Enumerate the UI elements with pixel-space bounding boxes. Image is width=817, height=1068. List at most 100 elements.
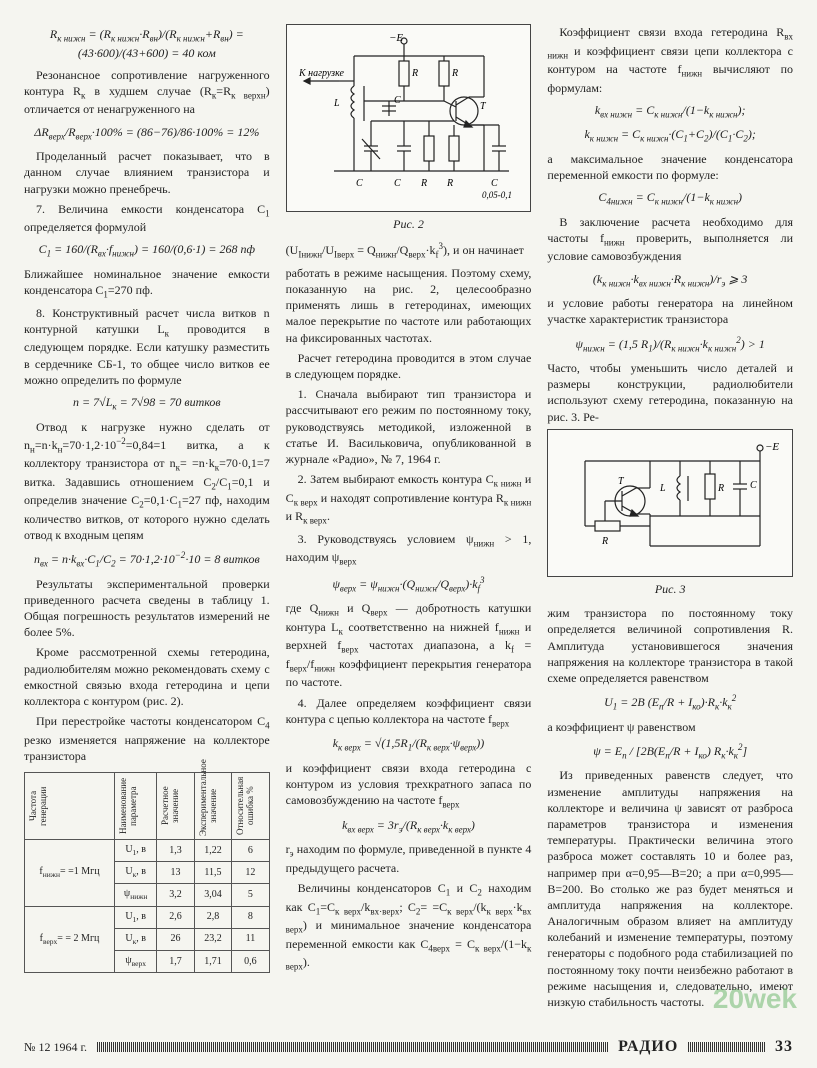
cell: 5 bbox=[232, 884, 269, 906]
footer-bar-right bbox=[688, 1042, 765, 1052]
c3-p1: Коэффициент связи входа гетеродина Rвх н… bbox=[547, 24, 793, 96]
cell: U1, в bbox=[115, 906, 157, 928]
c1-p3: 7. Величина емкости конденсатора C1 опре… bbox=[24, 201, 270, 236]
eq-deltaR: ΔRверх/Rверх·100% = (86−76)/86·100% = 12… bbox=[24, 124, 270, 143]
cell: U1, в bbox=[115, 840, 157, 862]
cell: 1,22 bbox=[194, 840, 231, 862]
fig3-caption: Рис. 3 bbox=[547, 581, 793, 597]
fig2-c3: C3 bbox=[491, 178, 498, 189]
footer-page: 33 bbox=[775, 1036, 793, 1058]
eq-psiverh: ψверх = ψнижн·(Qнижн/Qверх)·kf3 bbox=[286, 574, 532, 595]
c3-p6: жим транзистора по постоянному току опре… bbox=[547, 605, 793, 686]
fig2-r2: R2 bbox=[446, 178, 453, 189]
cell: 23,2 bbox=[194, 928, 231, 950]
circuit-2-svg: −Eп К нагрузке R4 R3 Lк C2 T C4 C1 R1 R2… bbox=[294, 31, 524, 201]
page-footer: № 12 1964 г. РАДИО 33 bbox=[24, 1030, 793, 1058]
cell: 8 bbox=[232, 906, 269, 928]
eq-u1: U1 = 2B (Eп/R + Iко)·Rк·kк2 bbox=[547, 692, 793, 713]
th-param: Наименование параметра bbox=[119, 776, 139, 836]
fig3-top: −Eп bbox=[765, 441, 779, 453]
c3-p8: Из приведенных равенств следует, что изм… bbox=[547, 767, 793, 1010]
c2-p1: работать в режиме насыщения. Поэтому схе… bbox=[286, 265, 532, 346]
cell: Uк, в bbox=[115, 862, 157, 884]
th-err: Относительная ошибка % bbox=[236, 776, 256, 836]
footer-bar-left bbox=[97, 1042, 608, 1052]
cell: 13 bbox=[157, 862, 194, 884]
cell: 1,71 bbox=[194, 950, 231, 972]
fig2-top: −Eп bbox=[389, 32, 403, 44]
eq-rknijn: Rк нижн = (Rк нижн·Rвн)/(Rк нижн+Rвн) = … bbox=[24, 26, 270, 61]
column-3: Коэффициент связи входа гетеродина Rвх н… bbox=[547, 20, 793, 1014]
fig3-t: T bbox=[618, 476, 625, 487]
c1-p4: Ближайшее номинальное значение емкости к… bbox=[24, 266, 270, 301]
eq-kvhnijn: kвх нижн = Cк нижн/(1−kк нижн); bbox=[547, 102, 793, 121]
fig2-r4: R4 bbox=[411, 68, 418, 79]
c1-p1: Резонансное сопротивление нагруженного к… bbox=[24, 67, 270, 118]
eq-psi: ψ = Eп / [2B(Eп/R + Iко) Rк·kк2] bbox=[547, 741, 793, 762]
table-row: fверх= = 2 Мгц U1, в 2,6 2,8 8 bbox=[25, 906, 270, 928]
c2-p3: 1. Сначала выбирают тип транзистора и ра… bbox=[286, 386, 532, 467]
eq-kvhverh: kвх верх = 3rэ/(Rк верх·kк верх) bbox=[286, 817, 532, 836]
cell-freq2: fверх= = 2 Мгц bbox=[25, 906, 115, 972]
fig2-caption: Рис. 2 bbox=[286, 216, 532, 232]
c1-p5: 8. Конструктивный расчет числа витков n … bbox=[24, 305, 270, 388]
eq-kknijn: kк нижн = Cк нижн·(C1+C2)/(C1·C2); bbox=[547, 126, 793, 145]
cell: ψверх bbox=[115, 950, 157, 972]
eq-c4nijn: C4нижн = Cк нижн/(1−kк нижн) bbox=[547, 189, 793, 208]
eq-nvh: nвх = n·kвх·C1/C2 = 70·1,2·10−2·10 = 8 в… bbox=[24, 549, 270, 570]
fig2-load: К нагрузке bbox=[298, 68, 345, 79]
eq-psinijn: ψнижн = (1,5 R1)/(Rк нижн·kк нижн2) > 1 bbox=[547, 334, 793, 355]
table-row: fнижн= =1 Мгц U1, в 1,3 1,22 6 bbox=[25, 840, 270, 862]
c2-p5: 3. Руководствуясь условием ψнижн > 1, на… bbox=[286, 531, 532, 568]
cell: 26 bbox=[157, 928, 194, 950]
cell: 3,2 bbox=[157, 884, 194, 906]
fig2-c2: C2 bbox=[394, 95, 401, 106]
c2-p4: 2. Затем выбирают емкость контура Cк ниж… bbox=[286, 471, 532, 527]
figure-3: −Eп Lк Rк CБ T R bbox=[547, 429, 793, 577]
cell: 2,6 bbox=[157, 906, 194, 928]
c2-p1eq: (UIнижн/UIверх = Qнижн/Qверх·kf3), и он … bbox=[286, 240, 532, 261]
cell: 0,6 bbox=[232, 950, 269, 972]
th-freq: Частота генерации bbox=[29, 776, 49, 836]
watermark: 20wek bbox=[713, 980, 797, 1018]
fig2-lk: Lк bbox=[333, 98, 340, 109]
cell: 1,7 bbox=[157, 950, 194, 972]
c2-p10: Величины конденсаторов C1 и C2 находим к… bbox=[286, 880, 532, 973]
cell-freq1: fнижн= =1 Мгц bbox=[25, 840, 115, 906]
cell: 6 bbox=[232, 840, 269, 862]
c1-p6: Отвод к нагрузке нужно сделать от nн=n·k… bbox=[24, 419, 270, 544]
fig2-r3: R3 bbox=[451, 68, 458, 79]
eq-selfosci: (kк нижн·kвх нижн·Rк нижн)/rэ ⩾ 3 bbox=[547, 271, 793, 290]
column-2: −Eп К нагрузке R4 R3 Lк C2 T C4 C1 R1 R2… bbox=[286, 20, 532, 1014]
fig3-r: R bbox=[601, 536, 608, 547]
results-table: Частота генерации Наименование параметра… bbox=[24, 772, 270, 973]
cell: 11 bbox=[232, 928, 269, 950]
c2-p7: 4. Далее определяем коэффициент связи ко… bbox=[286, 695, 532, 730]
fig2-c4: C4 bbox=[356, 178, 363, 189]
table-header-row: Частота генерации Наименование параметра… bbox=[25, 773, 270, 840]
c2-p9: rэ находим по формуле, приведенной в пун… bbox=[286, 841, 532, 876]
fig2-t: T bbox=[480, 101, 487, 112]
page-columns: Rк нижн = (Rк нижн·Rвн)/(Rк нижн+Rвн) = … bbox=[24, 20, 793, 1014]
fig3-lk: Lк bbox=[659, 483, 666, 494]
cell: ψнижн bbox=[115, 884, 157, 906]
c3-p3: В заключение расчета необходимо для част… bbox=[547, 214, 793, 265]
fig2-r1: R1 bbox=[420, 178, 427, 189]
th-calc: Расчетное значение bbox=[161, 776, 181, 836]
circuit-3-svg: −Eп Lк Rк CБ T R bbox=[560, 436, 780, 566]
c2-p2: Расчет гетеродина проводится в этом случ… bbox=[286, 350, 532, 382]
c1-p2: Проделанный расчет показывает, что в дан… bbox=[24, 148, 270, 197]
figure-2: −Eп К нагрузке R4 R3 Lк C2 T C4 C1 R1 R2… bbox=[286, 24, 532, 212]
eq-n: n = 7√Lк = 7√98 = 70 витков bbox=[24, 394, 270, 413]
c3-p2: а максимальное значение конденсатора пер… bbox=[547, 151, 793, 183]
cell: 1,3 bbox=[157, 840, 194, 862]
cell: 12 bbox=[232, 862, 269, 884]
column-1: Rк нижн = (Rк нижн·Rвн)/(Rк нижн+Rвн) = … bbox=[24, 20, 270, 1014]
c1-p9: При перестройке частоты конденсатором C4… bbox=[24, 713, 270, 764]
c1-p7: Результаты экспериментальной проверки пр… bbox=[24, 576, 270, 641]
fig2-val: 0,05-0,1 bbox=[482, 190, 512, 200]
fig3-rk: Rк bbox=[717, 483, 724, 494]
eq-c1: C1 = 160/(Rвх·fнижн) = 160/(0,6·1) = 268… bbox=[24, 241, 270, 260]
eq-kkverh: kк верх = √(1,5R1/(Rк верх·ψверх)) bbox=[286, 735, 532, 754]
cell: 2,8 bbox=[194, 906, 231, 928]
